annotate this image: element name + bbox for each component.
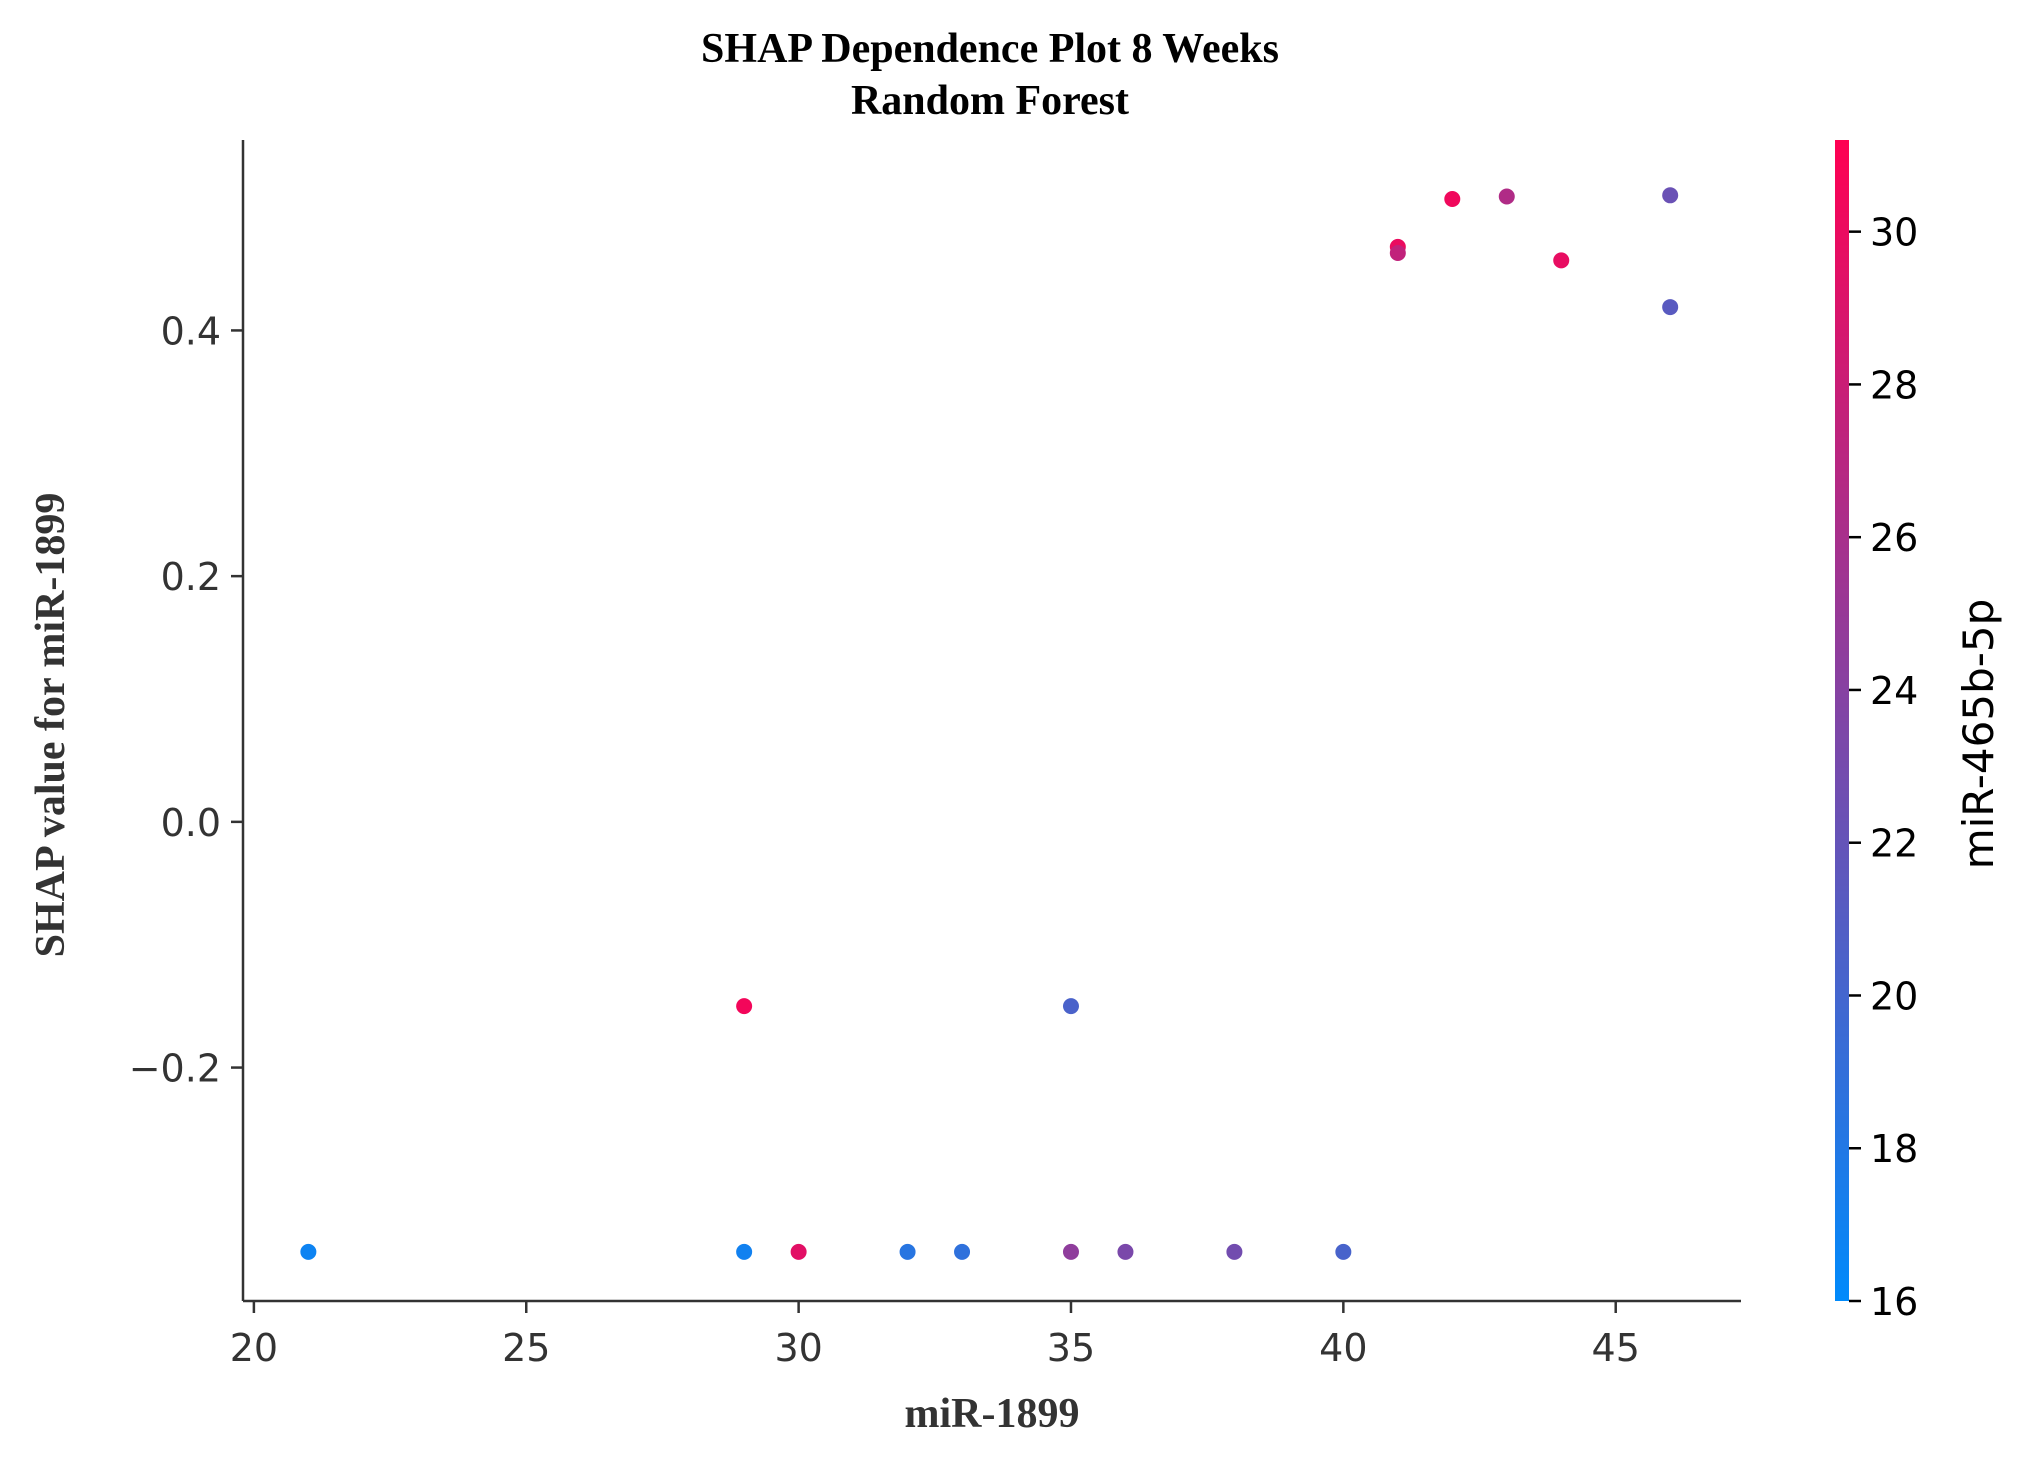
x-tick-label: 25	[502, 1326, 550, 1370]
colorbar-tick-label: 28	[1870, 363, 1918, 407]
scatter-point	[1498, 188, 1515, 205]
colorbar-gradient	[1835, 140, 1849, 1301]
x-tick-label: 35	[1047, 1326, 1095, 1370]
x-ticks: 20 25 30 35 40 45	[230, 1301, 1640, 1370]
x-tick-label: 40	[1319, 1326, 1367, 1370]
scatter-point	[1062, 998, 1079, 1015]
scatter-point	[1117, 1243, 1134, 1260]
scatter-point	[1226, 1243, 1243, 1260]
scatter-point	[736, 1243, 753, 1260]
scatter-point	[899, 1243, 916, 1260]
scatter-points	[300, 187, 1679, 1260]
scatter-point	[1662, 299, 1679, 316]
scatter-point	[1389, 245, 1406, 262]
y-ticks: −0.2 0.0 0.2 0.4	[129, 309, 243, 1091]
chart-subtitle: Random Forest	[851, 78, 1129, 124]
scatter-point	[1062, 1243, 1079, 1260]
y-tick-label: 0.4	[161, 309, 221, 353]
colorbar-label: miR-465b-5p	[1954, 599, 2003, 870]
x-axis-label: miR-1899	[905, 1391, 1080, 1437]
y-tick-label: 0.0	[161, 801, 221, 845]
colorbar-tick-label: 20	[1870, 974, 1918, 1018]
scatter-point	[300, 1243, 317, 1260]
y-tick-label: −0.2	[129, 1047, 221, 1091]
scatter-point	[790, 1243, 807, 1260]
scatter-point	[954, 1243, 971, 1260]
scatter-point	[1553, 252, 1570, 269]
y-axis-label: SHAP value for miR-1899	[28, 493, 74, 958]
scatter-point	[736, 998, 753, 1015]
scatter-point	[1335, 1243, 1352, 1260]
plot-axes	[241, 140, 1741, 1303]
scatter-point	[1662, 187, 1679, 204]
colorbar-tick-label: 24	[1870, 669, 1918, 713]
x-tick-label: 20	[230, 1326, 278, 1370]
colorbar-tick-label: 18	[1870, 1127, 1918, 1171]
colorbar-tick-label: 22	[1870, 822, 1918, 866]
chart-title: SHAP Dependence Plot 8 Weeks	[701, 26, 1279, 72]
y-tick-label: 0.2	[161, 555, 221, 599]
x-tick-label: 30	[774, 1326, 822, 1370]
colorbar: 16 18 20 22 24 26 28 30 miR-465b-5p	[1835, 140, 2003, 1324]
colorbar-ticks: 16 18 20 22 24 26 28 30	[1849, 211, 1918, 1324]
x-tick-label: 45	[1592, 1326, 1640, 1370]
colorbar-tick-label: 16	[1870, 1280, 1918, 1324]
colorbar-tick-label: 30	[1870, 211, 1918, 255]
scatter-point	[1444, 190, 1461, 207]
colorbar-tick-label: 26	[1870, 516, 1918, 560]
